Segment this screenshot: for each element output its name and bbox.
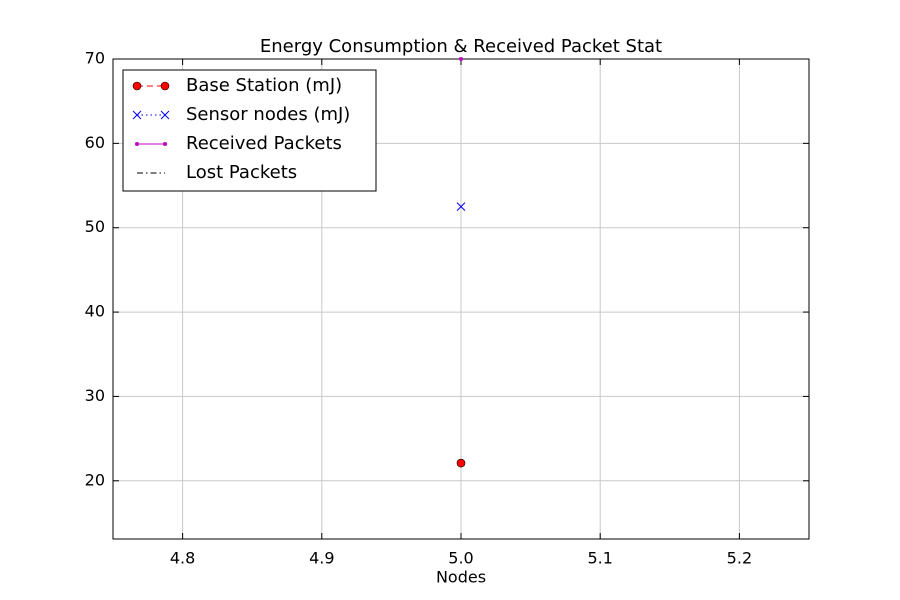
x-axis-label: Nodes [436,568,486,587]
y-tick-label: 20 [85,470,105,489]
legend-label: Lost Packets [186,162,297,183]
y-tick-label: 30 [85,386,105,405]
plot-area [456,57,466,468]
marker [135,142,139,146]
x-tick-label: 5.2 [727,549,752,568]
x-tick-label: 5.1 [587,549,612,568]
x-tick-label: 5.0 [448,549,473,568]
legend-label: Sensor nodes (mJ) [186,104,350,125]
x-tick-label: 4.8 [170,549,195,568]
y-tick-label: 60 [85,133,105,152]
marker [132,81,142,91]
marker [132,110,142,120]
legend: Base Station (mJ) Sensor nodes (mJ) Receiv… [122,69,377,192]
x-tick-label: 4.9 [309,549,334,568]
y-tick-label: 50 [85,217,105,236]
marker [456,202,466,211]
marker [160,81,170,91]
marker [163,142,167,146]
chart-title: Energy Consumption & Received Packet Sta… [260,36,662,57]
marker [459,57,463,61]
marker [456,458,466,468]
legend-label: Base Station (mJ) [186,75,342,96]
y-tick-label: 40 [85,302,105,321]
legend-label: Received Packets [186,133,342,154]
y-tick-label: 70 [85,49,105,68]
marker [160,110,170,120]
